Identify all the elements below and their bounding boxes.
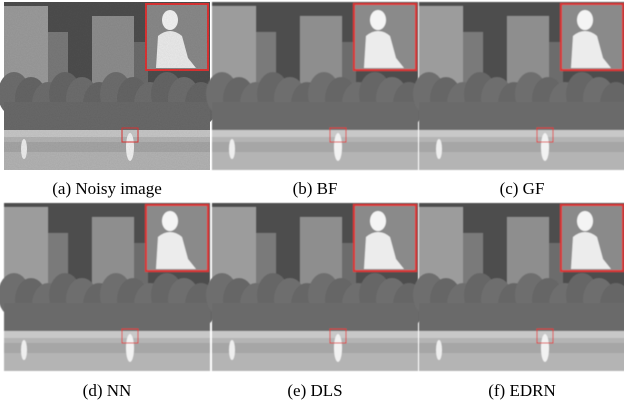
person <box>436 340 442 360</box>
tree-band <box>212 303 418 333</box>
fence-strip <box>419 130 624 137</box>
ground <box>419 137 624 170</box>
person <box>126 334 134 362</box>
ground <box>212 137 418 170</box>
ground-shade <box>4 343 210 353</box>
fence-strip <box>4 331 210 338</box>
figure: (a) Noisy image (b) BF (c) GF (d) NN (e) DLS… <box>0 0 624 405</box>
person <box>334 133 342 161</box>
caption: (d) NN <box>83 381 132 400</box>
inset-head <box>577 211 593 231</box>
person <box>126 133 134 161</box>
tree-band <box>4 303 210 333</box>
inset-head <box>370 211 386 231</box>
tree-band <box>419 102 624 132</box>
inset-head <box>370 10 386 30</box>
image-panel <box>206 203 425 371</box>
tree-band <box>4 102 210 132</box>
fence-strip <box>212 130 418 137</box>
caption: (e) DLS <box>287 381 342 400</box>
ground <box>4 137 210 170</box>
ground-shade <box>419 142 624 152</box>
person <box>541 133 549 161</box>
ground-shade <box>212 142 418 152</box>
ground <box>419 338 624 371</box>
fence-strip <box>419 331 624 338</box>
ground <box>4 338 210 371</box>
person <box>229 340 235 360</box>
caption: (f) EDRN <box>488 381 556 400</box>
person <box>436 139 442 159</box>
image-panel <box>0 2 217 170</box>
image-panel <box>413 203 624 371</box>
ground-shade <box>4 142 210 152</box>
image-panel <box>206 2 425 170</box>
caption: (a) Noisy image <box>52 179 162 198</box>
ground-shade <box>419 343 624 353</box>
person <box>229 139 235 159</box>
caption: (c) GF <box>500 179 545 198</box>
person <box>21 139 27 159</box>
fence-strip <box>4 130 210 137</box>
person <box>21 340 27 360</box>
caption: (b) BF <box>293 179 338 198</box>
inset-head <box>162 211 178 231</box>
ground <box>212 338 418 371</box>
fence-strip <box>212 331 418 338</box>
tree-band <box>419 303 624 333</box>
tree-band <box>212 102 418 132</box>
inset-head <box>162 10 178 30</box>
image-panel <box>413 2 624 170</box>
person <box>541 334 549 362</box>
person <box>334 334 342 362</box>
inset-head <box>577 10 593 30</box>
ground-shade <box>212 343 418 353</box>
image-panel <box>0 203 217 371</box>
